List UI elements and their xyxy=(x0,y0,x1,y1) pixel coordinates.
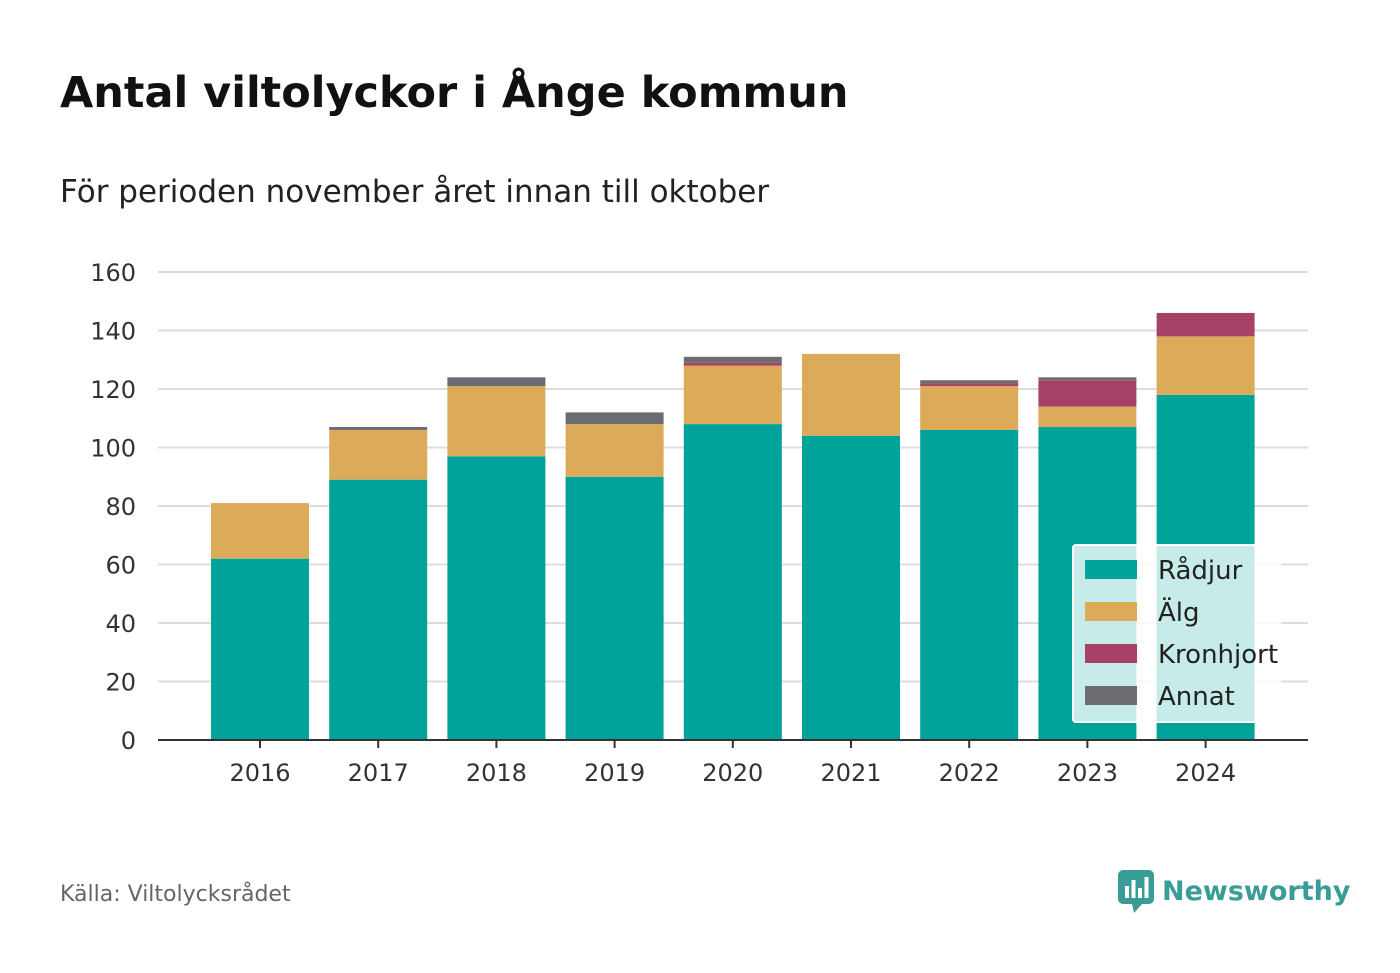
legend-swatch xyxy=(1085,644,1137,663)
bar-segment-rådjur[interactable] xyxy=(802,435,900,740)
bar-segment-älg[interactable] xyxy=(565,424,664,477)
y-axis-tick-labels: 0 20 40 60 80 100 120 140 160 xyxy=(90,259,136,755)
bar-segment-älg[interactable] xyxy=(329,429,428,480)
bar-segment-älg[interactable] xyxy=(683,365,782,425)
y-tick-label: 60 xyxy=(105,552,136,580)
bar-segment-annat[interactable] xyxy=(683,356,782,363)
bar-segment-kronhjort[interactable] xyxy=(1038,380,1137,407)
brand-name: Newsworthy xyxy=(1162,875,1351,907)
legend-swatch xyxy=(1085,686,1137,705)
x-tick-label: 2024 xyxy=(1175,759,1236,787)
legend-label: Älg xyxy=(1158,596,1200,628)
legend-label: Rådjur xyxy=(1158,555,1243,586)
chart-title: Antal viltolyckor i Ånge kommun xyxy=(60,68,849,118)
legend-swatch xyxy=(1085,602,1137,621)
x-tick-label: 2023 xyxy=(1057,759,1118,787)
chart-subtitle: För perioden november året innan till ok… xyxy=(60,174,770,210)
legend-label: Annat xyxy=(1158,682,1235,712)
bar-segment-rådjur[interactable] xyxy=(683,424,782,740)
x-tick-label: 2020 xyxy=(702,759,763,787)
bar-segment-kronhjort[interactable] xyxy=(920,383,1019,387)
x-tick-label: 2016 xyxy=(229,759,290,787)
y-tick-label: 140 xyxy=(90,318,136,346)
x-tick-label: 2018 xyxy=(466,759,527,787)
brand-logo: Newsworthy xyxy=(1118,868,1350,914)
legend: Rådjur Älg Kronhjort Annat xyxy=(1072,544,1281,723)
bar-segment-kronhjort[interactable] xyxy=(1156,312,1255,337)
y-tick-label: 100 xyxy=(90,435,136,463)
bar-segment-rådjur[interactable] xyxy=(211,558,309,740)
newsworthy-logo-icon xyxy=(1118,870,1154,913)
bar-segment-annat[interactable] xyxy=(920,380,1019,384)
bar-segment-älg[interactable] xyxy=(1038,406,1137,428)
bar-segment-älg[interactable] xyxy=(802,353,900,436)
y-tick-label: 0 xyxy=(121,727,136,755)
y-tick-label: 80 xyxy=(105,493,136,521)
bar-segment-rådjur[interactable] xyxy=(447,456,546,740)
y-tick-label: 120 xyxy=(90,376,136,404)
bar-segment-rådjur[interactable] xyxy=(920,429,1019,740)
x-tick-label: 2019 xyxy=(584,759,645,787)
y-tick-label: 20 xyxy=(105,669,136,697)
source-note: Källa: Viltolycksrådet xyxy=(60,882,291,907)
y-tick-label: 40 xyxy=(105,610,136,638)
x-tick-label: 2017 xyxy=(348,759,409,787)
x-axis-ticks: 2016 2017 2018 2019 2020 2021 2022 2023 2024 xyxy=(229,740,1236,787)
bar-segment-annat[interactable] xyxy=(565,412,664,425)
bar-segment-älg[interactable] xyxy=(211,503,309,559)
bar-segment-annat[interactable] xyxy=(329,427,428,430)
legend-box xyxy=(1072,544,1281,723)
bar-segment-kronhjort[interactable] xyxy=(683,362,782,366)
bar-segment-älg[interactable] xyxy=(1156,336,1255,395)
bar-segment-älg[interactable] xyxy=(920,386,1019,430)
x-tick-label: 2022 xyxy=(939,759,1000,787)
bar-segment-rådjur[interactable] xyxy=(329,479,428,740)
bar-segment-annat[interactable] xyxy=(1038,377,1137,381)
bar-segment-älg[interactable] xyxy=(447,386,546,457)
bar-segment-annat[interactable] xyxy=(447,377,546,387)
legend-label: Kronhjort xyxy=(1158,640,1278,670)
bar-segment-rådjur[interactable] xyxy=(565,476,664,740)
x-tick-label: 2021 xyxy=(820,759,881,787)
legend-swatch xyxy=(1085,560,1137,579)
y-tick-label: 160 xyxy=(90,259,136,287)
